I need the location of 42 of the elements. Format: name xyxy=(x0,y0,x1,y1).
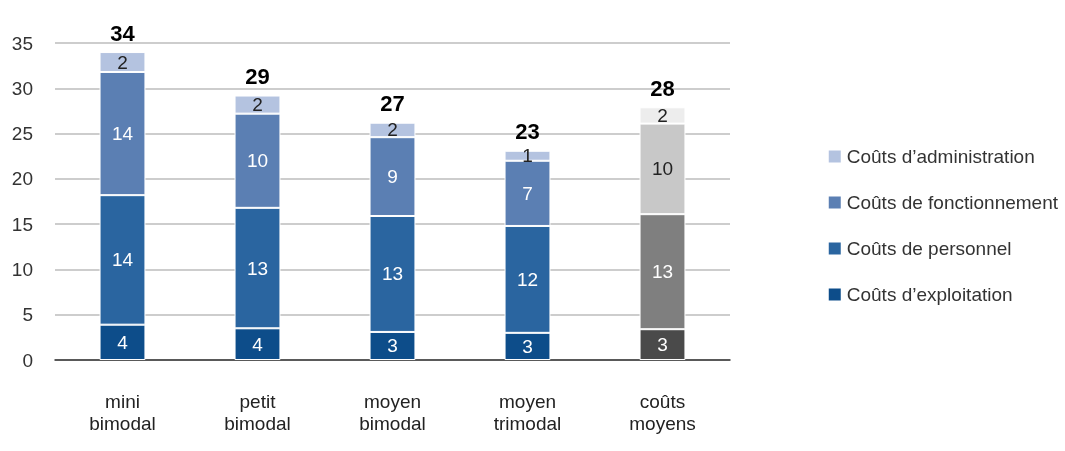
data-label: 13 xyxy=(246,257,269,279)
total-label: 27 xyxy=(380,91,405,117)
data-label: 13 xyxy=(651,261,674,283)
data-label: 7 xyxy=(522,182,533,204)
legend-label: Coûts de personnel xyxy=(846,238,1012,259)
data-label: 2 xyxy=(387,119,398,141)
x-tick-label: moyen bimodal xyxy=(359,390,426,434)
total-label: 29 xyxy=(245,64,270,90)
total-label: 28 xyxy=(650,75,675,101)
y-tick-label: 5 xyxy=(22,304,33,326)
legend-label: Coûts de fonctionnement xyxy=(846,192,1059,213)
x-tick-label: mini bimodal xyxy=(89,390,156,434)
x-tick-label: petit bimodal xyxy=(224,390,291,434)
y-tick-label: 20 xyxy=(11,168,33,190)
data-label: 14 xyxy=(111,249,134,271)
data-label: 13 xyxy=(381,263,404,285)
data-label: 10 xyxy=(246,150,269,172)
data-label: 3 xyxy=(657,334,668,356)
data-label: 2 xyxy=(252,94,263,116)
y-tick-label: 30 xyxy=(11,77,33,99)
data-label: 3 xyxy=(522,335,533,357)
data-label: 9 xyxy=(387,166,398,188)
total-label: 23 xyxy=(515,119,540,145)
data-label: 4 xyxy=(117,331,129,353)
y-tick-label: 35 xyxy=(11,32,33,54)
data-label: 4 xyxy=(252,333,264,355)
data-label: 1 xyxy=(522,145,533,167)
data-label: 2 xyxy=(117,51,128,73)
y-tick-label: 10 xyxy=(11,258,33,280)
total-label: 34 xyxy=(110,20,136,46)
data-label: 14 xyxy=(111,123,134,145)
y-tick-label: 25 xyxy=(11,123,33,145)
legend-label: Coûts d’exploitation xyxy=(846,284,1013,305)
data-label: 3 xyxy=(387,335,398,357)
data-label: 2 xyxy=(657,104,668,126)
legend-label: Coûts d’administration xyxy=(846,146,1035,167)
data-label: 12 xyxy=(516,268,539,290)
y-tick-label: 0 xyxy=(22,349,33,371)
y-tick-label: 15 xyxy=(11,213,33,235)
x-tick-label: moyen trimodal xyxy=(493,390,562,434)
data-label: 10 xyxy=(651,158,674,180)
x-tick-label: coûts moyens xyxy=(629,390,696,434)
